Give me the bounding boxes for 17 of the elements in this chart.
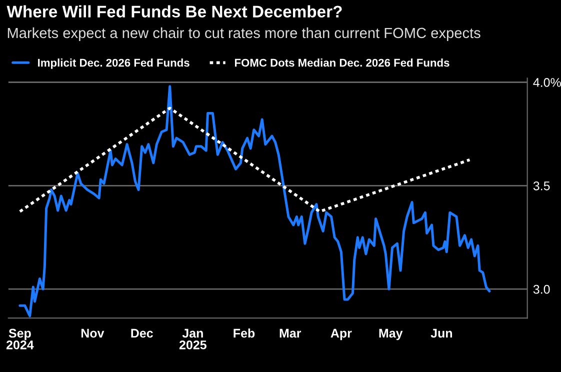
- x-tick-label: Dec: [131, 328, 153, 338]
- legend-label: FOMC Dots Median Dec. 2026 Fed Funds: [234, 58, 450, 67]
- x-tick-label: Feb: [234, 328, 255, 338]
- y-tick-label: 3.0: [533, 284, 550, 294]
- chart-subtitle: Markets expect a new chair to cut rates more than current FOMC expects: [8, 27, 480, 42]
- x-tick-label: Sep 2024: [6, 328, 34, 350]
- y-tick-label: 4.0%: [533, 78, 561, 87]
- x-tick-label: Nov: [81, 328, 104, 338]
- line-series: [18, 85, 491, 318]
- y-tick-label: 3.5: [533, 181, 550, 190]
- x-tick-label: Jan 2025: [179, 328, 206, 350]
- x-tick-label: Jun: [430, 328, 452, 338]
- chart-title: Where Will Fed Funds Be Next December?: [6, 5, 342, 18]
- x-tick-label: Mar: [280, 328, 302, 338]
- x-tick-label: May: [379, 328, 403, 340]
- legend-label: Implicit Dec. 2026 Fed Funds: [38, 58, 190, 69]
- x-tick-label: Apr: [330, 328, 352, 340]
